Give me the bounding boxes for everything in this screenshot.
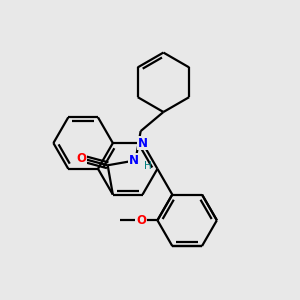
- Text: N: N: [129, 154, 139, 167]
- Text: N: N: [138, 136, 148, 150]
- Text: O: O: [136, 214, 146, 227]
- Text: H: H: [144, 161, 152, 171]
- Text: O: O: [77, 152, 87, 165]
